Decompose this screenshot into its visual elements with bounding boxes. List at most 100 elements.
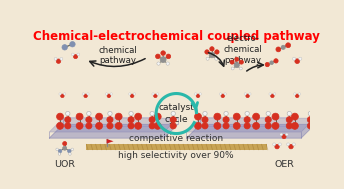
- Circle shape: [150, 111, 154, 116]
- Circle shape: [294, 93, 296, 95]
- Circle shape: [295, 59, 300, 64]
- Circle shape: [202, 117, 208, 123]
- Circle shape: [273, 143, 276, 146]
- Circle shape: [105, 93, 108, 95]
- Circle shape: [272, 113, 279, 120]
- Circle shape: [154, 94, 157, 98]
- Circle shape: [170, 117, 176, 123]
- Circle shape: [135, 113, 142, 120]
- Circle shape: [289, 144, 293, 149]
- Circle shape: [133, 93, 136, 95]
- Circle shape: [199, 93, 202, 95]
- Circle shape: [149, 123, 155, 129]
- Circle shape: [170, 123, 176, 129]
- Circle shape: [157, 93, 159, 95]
- Circle shape: [150, 118, 154, 122]
- Circle shape: [292, 57, 295, 60]
- Text: high selectivity over 90%: high selectivity over 90%: [118, 151, 234, 160]
- Circle shape: [281, 45, 285, 49]
- Circle shape: [58, 149, 62, 153]
- Circle shape: [308, 111, 313, 116]
- Circle shape: [273, 93, 276, 95]
- Circle shape: [265, 117, 271, 123]
- Circle shape: [286, 43, 291, 48]
- Circle shape: [287, 143, 290, 146]
- Circle shape: [202, 123, 208, 129]
- Circle shape: [233, 113, 240, 120]
- Circle shape: [205, 50, 209, 54]
- Circle shape: [166, 62, 169, 65]
- Circle shape: [274, 59, 278, 63]
- Circle shape: [160, 57, 166, 63]
- Bar: [86, 144, 267, 150]
- Circle shape: [70, 42, 75, 47]
- Text: electro-
chemical
pathway: electro- chemical pathway: [224, 34, 262, 65]
- Circle shape: [269, 93, 271, 95]
- Circle shape: [214, 122, 221, 129]
- Circle shape: [87, 118, 91, 122]
- Circle shape: [252, 122, 260, 129]
- Circle shape: [280, 133, 283, 136]
- Circle shape: [299, 57, 302, 60]
- Circle shape: [56, 122, 64, 129]
- Circle shape: [76, 113, 83, 120]
- Circle shape: [129, 93, 131, 95]
- Circle shape: [74, 54, 78, 59]
- Polygon shape: [186, 124, 315, 138]
- Circle shape: [246, 94, 249, 98]
- Circle shape: [54, 57, 57, 60]
- Circle shape: [110, 93, 112, 95]
- Circle shape: [69, 153, 71, 155]
- Circle shape: [307, 117, 313, 123]
- Circle shape: [166, 54, 171, 59]
- Circle shape: [64, 93, 66, 95]
- Circle shape: [291, 113, 298, 120]
- Circle shape: [63, 146, 67, 150]
- Circle shape: [161, 51, 165, 55]
- Circle shape: [239, 60, 244, 64]
- Circle shape: [239, 67, 242, 70]
- Circle shape: [286, 117, 292, 123]
- Circle shape: [129, 118, 133, 122]
- Circle shape: [108, 111, 112, 116]
- Circle shape: [219, 93, 222, 95]
- Circle shape: [286, 123, 292, 129]
- Circle shape: [56, 59, 61, 63]
- Circle shape: [61, 94, 64, 98]
- Circle shape: [128, 117, 134, 123]
- Circle shape: [271, 94, 274, 98]
- Circle shape: [276, 47, 281, 52]
- Circle shape: [215, 57, 218, 60]
- Circle shape: [295, 94, 299, 98]
- Circle shape: [154, 122, 161, 129]
- Circle shape: [203, 118, 207, 122]
- Circle shape: [214, 113, 221, 120]
- Circle shape: [231, 67, 234, 70]
- Circle shape: [115, 113, 122, 120]
- Circle shape: [270, 61, 273, 65]
- Text: OER: OER: [274, 160, 294, 169]
- Circle shape: [275, 144, 279, 149]
- Circle shape: [68, 149, 71, 153]
- Circle shape: [65, 123, 71, 129]
- Circle shape: [135, 122, 142, 129]
- Circle shape: [87, 93, 89, 95]
- Circle shape: [308, 118, 313, 122]
- Circle shape: [56, 148, 58, 151]
- Circle shape: [235, 57, 239, 61]
- Circle shape: [155, 54, 160, 59]
- Circle shape: [245, 118, 249, 122]
- Circle shape: [66, 118, 70, 122]
- Circle shape: [298, 93, 301, 95]
- Circle shape: [210, 47, 214, 51]
- Circle shape: [265, 123, 271, 129]
- Circle shape: [154, 113, 161, 120]
- Circle shape: [266, 118, 270, 122]
- Circle shape: [66, 111, 70, 116]
- Circle shape: [249, 93, 251, 95]
- Circle shape: [115, 122, 122, 129]
- Polygon shape: [186, 118, 315, 132]
- Circle shape: [82, 93, 85, 95]
- Circle shape: [60, 57, 63, 60]
- Circle shape: [171, 118, 175, 122]
